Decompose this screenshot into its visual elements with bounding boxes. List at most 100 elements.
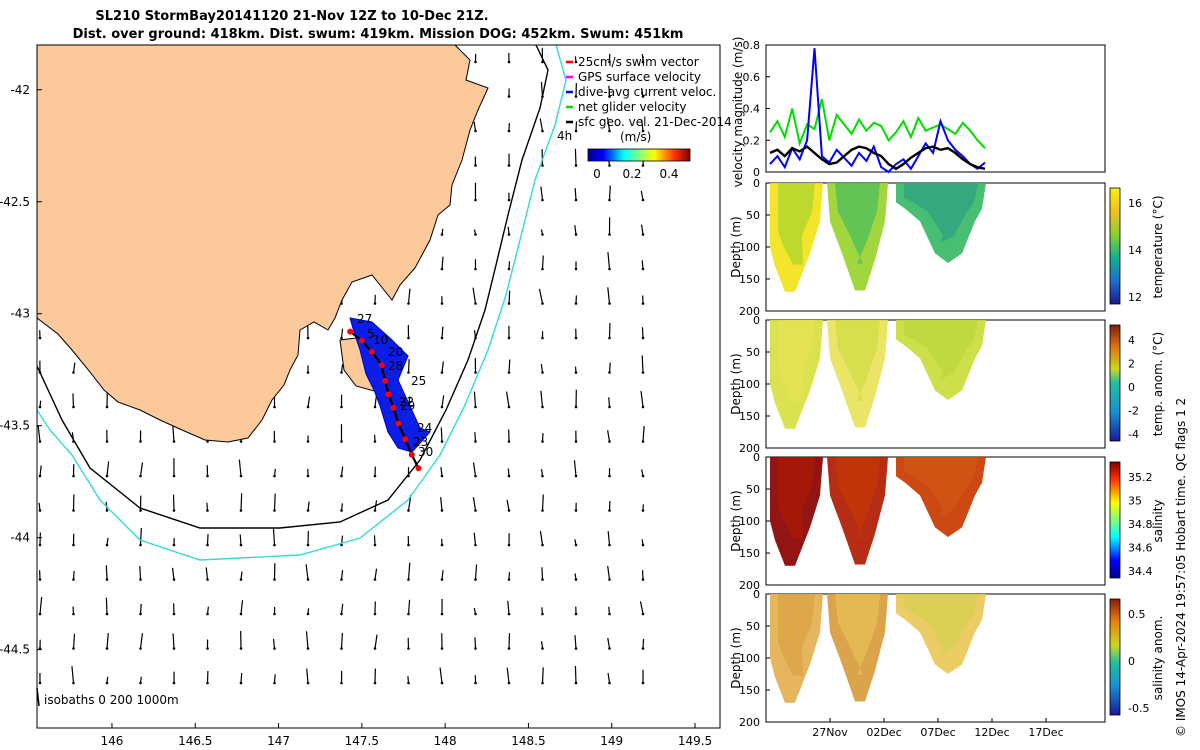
section-y-tick-label: 100 bbox=[739, 378, 760, 391]
current-vector bbox=[539, 530, 544, 546]
current-vector-tail bbox=[172, 681, 176, 685]
glider-track bbox=[347, 317, 431, 472]
swim-vector-mark bbox=[358, 337, 365, 344]
current-vector-tail bbox=[273, 440, 276, 443]
section-data-curtain-inner bbox=[904, 594, 978, 654]
current-vector bbox=[574, 188, 577, 201]
current-vector-tail bbox=[641, 474, 645, 478]
current-vector-tail bbox=[541, 578, 544, 581]
current-vector-tail bbox=[507, 336, 511, 340]
section-y-label: Depth (m) bbox=[729, 216, 743, 277]
current-vector-tail bbox=[541, 336, 544, 340]
current-vector-tail bbox=[574, 198, 578, 202]
current-vector-tail bbox=[608, 371, 611, 374]
current-vector-tail bbox=[239, 440, 243, 443]
current-vector bbox=[172, 424, 175, 442]
current-vector bbox=[640, 190, 644, 201]
current-vector bbox=[607, 531, 611, 546]
speed-colorbar bbox=[587, 148, 691, 162]
current-vector-tail bbox=[38, 681, 42, 685]
section-data-curtain-inner bbox=[835, 183, 880, 264]
current-vector bbox=[507, 600, 510, 615]
track-label-10: 10 bbox=[373, 333, 388, 347]
section-panel-2: 0 50 100 150 200 Depth (m) 35.2 35 34.8 34.6 34.4 s… bbox=[729, 451, 1165, 592]
current-vector-tail bbox=[474, 578, 477, 581]
track-label-23: 23 bbox=[413, 435, 428, 449]
current-vector bbox=[505, 391, 510, 408]
current-vector-tail bbox=[407, 302, 410, 305]
current-vector-tail bbox=[306, 474, 310, 478]
current-vector-tail bbox=[440, 371, 444, 374]
colorbar-tick-0: 0 bbox=[593, 167, 601, 181]
current-vector bbox=[240, 493, 243, 511]
map-y-tick-label: -43 bbox=[10, 307, 30, 321]
current-vector-tail bbox=[407, 578, 410, 581]
current-vector-tail bbox=[239, 543, 243, 547]
colorbar-tick-label: 35.2 bbox=[1128, 471, 1153, 484]
current-vector-tail bbox=[340, 578, 343, 581]
current-vector-tail bbox=[72, 543, 75, 547]
current-vector-tail bbox=[373, 474, 377, 478]
map-x-tick-label: 148 bbox=[434, 734, 457, 748]
current-vector bbox=[240, 571, 243, 580]
current-vector-tail bbox=[340, 440, 343, 443]
current-vector-tail bbox=[172, 543, 176, 547]
current-vector bbox=[440, 466, 443, 477]
section-data-curtain-inner bbox=[904, 457, 978, 517]
current-vector bbox=[441, 326, 444, 339]
title-line-2: Dist. over ground: 418km. Dist. swum: 41… bbox=[73, 27, 684, 42]
current-vector-tail bbox=[273, 474, 276, 478]
current-vector bbox=[641, 355, 644, 373]
current-vector bbox=[305, 564, 309, 580]
current-vector bbox=[608, 85, 611, 97]
current-vector-tail bbox=[105, 440, 109, 443]
current-vector bbox=[273, 674, 276, 684]
current-vector-tail bbox=[608, 60, 611, 64]
current-vector-tail bbox=[541, 474, 544, 478]
current-vector-tail bbox=[608, 681, 611, 685]
section-data-curtain-inner bbox=[835, 320, 880, 401]
current-vector-tail bbox=[474, 681, 477, 685]
current-vector-tail bbox=[340, 336, 343, 340]
section-data-curtain-inner bbox=[778, 457, 815, 539]
current-vector bbox=[441, 361, 444, 373]
current-vector-tail bbox=[373, 647, 377, 650]
current-vector-tail bbox=[474, 405, 477, 409]
current-vector-tail bbox=[541, 509, 544, 512]
current-vector bbox=[307, 396, 311, 408]
current-vector-tail bbox=[239, 474, 243, 478]
current-vector-tail bbox=[340, 405, 343, 409]
current-vector-tail bbox=[105, 647, 109, 650]
velocity-y-tick-label: 0.2 bbox=[743, 134, 761, 147]
current-vector-tail bbox=[507, 509, 511, 512]
current-vector-tail bbox=[474, 647, 477, 650]
current-vector-tail bbox=[407, 612, 410, 616]
current-vector bbox=[238, 459, 242, 477]
current-vector-tail bbox=[172, 578, 176, 581]
current-vector-tail bbox=[641, 336, 645, 340]
current-vector-tail bbox=[507, 60, 511, 64]
current-vector-tail bbox=[541, 302, 544, 305]
current-vector bbox=[373, 535, 376, 546]
current-vector bbox=[340, 328, 344, 339]
current-vector-tail bbox=[206, 474, 209, 478]
current-vector bbox=[340, 570, 344, 580]
current-vector-tail bbox=[574, 543, 578, 547]
current-vector-tail bbox=[641, 371, 645, 374]
current-vector bbox=[441, 256, 444, 270]
current-vector-tail bbox=[541, 233, 544, 236]
section-y-tick-label: 100 bbox=[739, 652, 760, 665]
current-vector bbox=[540, 390, 544, 408]
current-vector-tail bbox=[574, 578, 578, 581]
swim-vectors bbox=[347, 328, 422, 472]
current-vector-tail bbox=[608, 543, 611, 547]
colorbar-unit: (m/s) bbox=[620, 130, 651, 144]
current-vector-tail bbox=[306, 681, 310, 685]
current-vector-tail bbox=[507, 543, 511, 547]
section-panel-0: 0 50 100 150 200 Depth (m) 16 14 12 temperature (… bbox=[729, 177, 1165, 318]
section-y-tick-label: 50 bbox=[746, 620, 760, 633]
section-y-tick-label: 100 bbox=[739, 515, 760, 528]
section-data-curtain-inner bbox=[835, 457, 880, 538]
current-vector-tail bbox=[541, 440, 544, 443]
current-vector-tail bbox=[574, 164, 578, 167]
